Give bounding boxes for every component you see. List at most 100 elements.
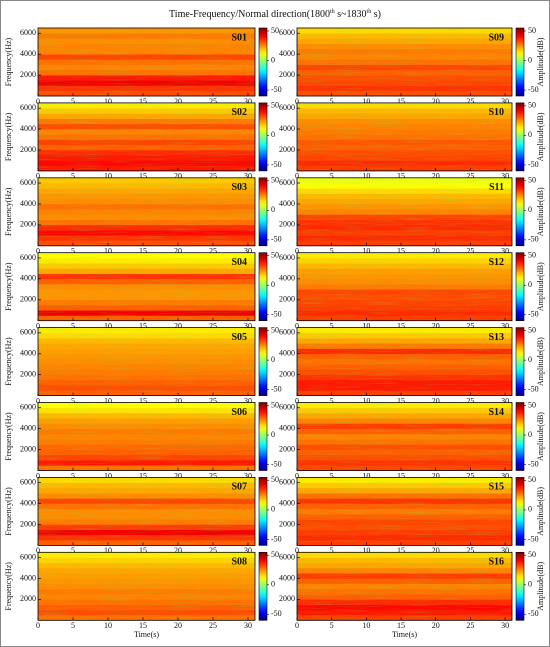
x-tick-label: 0 (36, 322, 40, 331)
x-tick-label: 15 (139, 396, 147, 405)
x-tick-label: 0 (36, 97, 40, 106)
x-tick-label: 20 (174, 172, 182, 181)
y-tick-label: 6000 (279, 28, 295, 37)
plot-frame (296, 252, 513, 322)
x-tick-label: 15 (397, 322, 405, 331)
y-tick-label: 6000 (20, 552, 36, 561)
x-tick-label: 0 (36, 621, 40, 630)
plot-frame (296, 551, 513, 621)
plot-frame (296, 27, 513, 97)
x-tick-label: 30 (501, 471, 509, 480)
x-tick-label: 0 (295, 621, 299, 630)
colorbar-tick-label: 50 (528, 550, 536, 559)
y-tick-label: 4000 (20, 573, 36, 582)
x-tick-label: 20 (432, 546, 440, 555)
x-axis-label: Time(s) (392, 630, 417, 639)
x-tick-label: 10 (362, 471, 370, 480)
panel-name: S07 (231, 482, 247, 493)
y-tick-label: 2000 (279, 370, 295, 379)
colorbar-tick-label: -50 (528, 385, 539, 394)
x-tick-label: 25 (466, 97, 474, 106)
y-tick-label: 2000 (279, 145, 295, 154)
x-tick-label: 10 (104, 621, 112, 630)
panel-name: S11 (489, 182, 504, 193)
plot-frame (37, 476, 256, 546)
colorbar-tick-label: -50 (271, 85, 282, 94)
colorbar-tick-label: -50 (528, 459, 539, 468)
x-tick-label: 0 (295, 172, 299, 181)
colorbar (515, 27, 525, 97)
texture (297, 327, 512, 396)
y-axis-label: Frequency(Hz) (4, 337, 13, 386)
plot-frame (296, 102, 513, 172)
x-tick-label: 5 (330, 471, 334, 480)
y-tick-label: 4000 (20, 498, 36, 507)
y-tick-label: 6000 (20, 103, 36, 112)
plot-frame (296, 402, 513, 471)
plot-frame (37, 177, 256, 247)
y-tick-label: 4000 (20, 274, 36, 283)
y-tick-label: 4000 (20, 199, 36, 208)
x-tick-label: 5 (330, 172, 334, 181)
x-tick-label: 15 (139, 471, 147, 480)
x-tick-label: 0 (295, 97, 299, 106)
panel-name: S14 (488, 407, 504, 418)
y-tick-label: 6000 (279, 403, 295, 412)
colorbar-label: Amplitude(dB) (536, 337, 545, 386)
x-tick-label: 5 (71, 172, 75, 181)
colorbar-tick-label: -50 (271, 609, 282, 618)
y-tick-label: 4000 (279, 49, 295, 58)
x-tick-label: 5 (330, 546, 334, 555)
colorbar (515, 327, 525, 396)
colorbar-tick-label: 0 (528, 505, 532, 514)
colorbar (258, 402, 268, 471)
x-tick-label: 20 (432, 247, 440, 256)
x-tick-label: 5 (330, 247, 334, 256)
colorbar (258, 551, 268, 621)
y-tick-label: 6000 (20, 403, 36, 412)
x-tick-label: 5 (71, 322, 75, 331)
colorbar-tick-label: -50 (528, 534, 539, 543)
colorbar-tick-label: -50 (271, 534, 282, 543)
y-tick-label: 6000 (279, 253, 295, 262)
title-part: s~1830 (335, 9, 367, 20)
colorbar-tick-label: 0 (528, 55, 532, 64)
x-tick-label: 0 (36, 471, 40, 480)
colorbar-label: Amplitude(dB) (536, 262, 545, 311)
x-tick-label: 15 (139, 97, 147, 106)
texture (38, 327, 255, 396)
y-tick-label: 4000 (279, 423, 295, 432)
title-part: th (367, 9, 372, 15)
colorbar-tick-label: 50 (271, 325, 279, 334)
colorbar (258, 252, 268, 321)
colorbar (258, 177, 268, 247)
colorbar-tick-label: 0 (271, 280, 275, 289)
y-tick-label: 6000 (279, 552, 295, 561)
colorbar-label: Amplitude(dB) (536, 37, 545, 86)
x-tick-label: 15 (397, 546, 405, 555)
colorbar-tick-label: 0 (528, 130, 532, 139)
y-tick-label: 2000 (279, 70, 295, 79)
x-tick-label: 25 (466, 546, 474, 555)
x-tick-label: 10 (362, 546, 370, 555)
colorbar-tick-label: 50 (271, 550, 279, 559)
colorbar-tick-label: 0 (271, 130, 275, 139)
texture (38, 552, 255, 621)
texture (297, 252, 512, 321)
texture (38, 477, 255, 546)
x-tick-label: 30 (244, 621, 252, 630)
colorbar-tick-label: 50 (528, 400, 536, 409)
texture (38, 177, 255, 246)
x-tick-label: 10 (362, 621, 370, 630)
x-tick-label: 10 (104, 247, 112, 256)
colorbar-tick-label: 50 (271, 101, 279, 110)
colorbar-tick-label: 50 (528, 250, 536, 259)
colorbar-tick-label: 0 (528, 430, 532, 439)
y-tick-label: 4000 (279, 199, 295, 208)
x-tick-label: 15 (139, 172, 147, 181)
x-tick-label: 20 (174, 97, 182, 106)
texture (38, 102, 255, 171)
x-tick-label: 30 (501, 396, 509, 405)
colorbar-tick-label: 0 (528, 205, 532, 214)
